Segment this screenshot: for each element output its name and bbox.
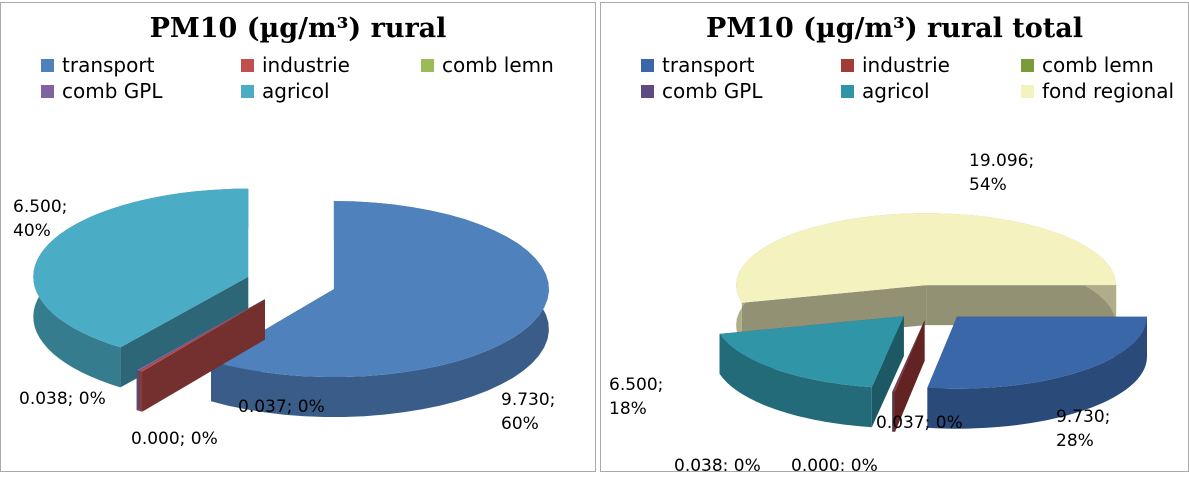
pie-chart [33, 188, 549, 417]
data-label: 19.096; 54% [969, 151, 1035, 195]
legend-item: comb GPL [41, 79, 241, 103]
slice-wall [139, 299, 265, 412]
legend-swatch [241, 58, 254, 72]
data-label: 0.038; 0% [674, 456, 761, 472]
legend-swatch [41, 58, 54, 72]
legend-item: industrie [841, 53, 1021, 77]
legend-item: industrie [241, 53, 421, 77]
slice-top [136, 299, 265, 371]
slice-wall [926, 285, 1117, 326]
legend: transport industrie comb lemn comb GPL agric… [641, 53, 1188, 103]
legend-label: comb GPL [62, 79, 163, 103]
legend-item: transport [41, 53, 241, 77]
slice-top [33, 188, 249, 348]
legend-item: agricol [241, 79, 421, 103]
legend-swatch [1021, 84, 1034, 98]
legend-swatch [641, 58, 654, 72]
data-label: 0.037; 0% [238, 397, 325, 417]
legend-swatch [241, 84, 254, 98]
legend-label: comb GPL [662, 79, 763, 103]
legend-item: transport [641, 53, 841, 77]
slice-side [719, 333, 872, 428]
pie-slice [927, 316, 1147, 429]
slice-side [139, 371, 143, 412]
slice-top [927, 316, 1147, 389]
chart-title: PM10 (µg/m³) rural total [706, 13, 1083, 44]
legend-item: comb lemn [1021, 53, 1188, 77]
legend-swatch [841, 58, 854, 72]
legend-swatch [421, 58, 434, 72]
legend-label: agricol [862, 79, 930, 103]
slice-top [736, 213, 1117, 303]
slice-wall [893, 320, 925, 432]
pie-slice [893, 320, 925, 432]
data-label: 0.000; 0% [131, 429, 218, 449]
pie-slice [33, 188, 249, 388]
legend-label: fond regional [1042, 79, 1175, 103]
legend-swatch [41, 84, 54, 98]
data-label: 0.000; 0% [791, 456, 878, 472]
data-label: 9.730; 60% [501, 390, 556, 434]
slice-top [893, 320, 925, 392]
slice-top [892, 320, 925, 392]
legend-label: transport [662, 53, 755, 77]
legend-label: transport [62, 53, 155, 77]
slice-side [136, 370, 140, 411]
data-label: 0.037; 0% [876, 413, 963, 433]
legend-label: comb lemn [1042, 53, 1154, 77]
legend-item: agricol [841, 79, 1021, 103]
legend-label: industrie [262, 53, 350, 77]
slice-side [892, 391, 894, 432]
pie-slice [139, 299, 265, 412]
chart-panel: PM10 (µg/m³) rural transport industrie comb… [0, 2, 596, 472]
legend-item: comb GPL [641, 79, 841, 103]
legend-label: industrie [862, 53, 950, 77]
pie-slice [211, 201, 549, 417]
legend-label: agricol [262, 79, 330, 103]
chart-panel: PM10 (µg/m³) rural total transport industr… [600, 2, 1189, 472]
slice-top [211, 201, 549, 377]
slice-side [893, 391, 896, 432]
legend-item: comb lemn [421, 53, 595, 77]
data-label: 6.500; 18% [609, 375, 664, 419]
data-label: 0.038; 0% [19, 389, 106, 409]
data-label: 6.500; 40% [13, 197, 68, 241]
legend-label: comb lemn [442, 53, 554, 77]
pie-chart [719, 213, 1147, 432]
legend-swatch [841, 84, 854, 98]
legend-swatch [641, 84, 654, 98]
slice-top [139, 299, 265, 372]
slice-top [719, 316, 904, 388]
data-label: 9.730; 28% [1056, 407, 1111, 451]
chart-title: PM10 (µg/m³) rural [149, 13, 447, 44]
slice-side [927, 316, 1147, 429]
legend-item: fond regional [1021, 79, 1188, 103]
slice-wall [120, 276, 249, 388]
pie-slice [719, 316, 904, 428]
legend-swatch [1021, 58, 1034, 72]
legend: transport industrie comb lemn comb GPL agric… [41, 53, 595, 103]
